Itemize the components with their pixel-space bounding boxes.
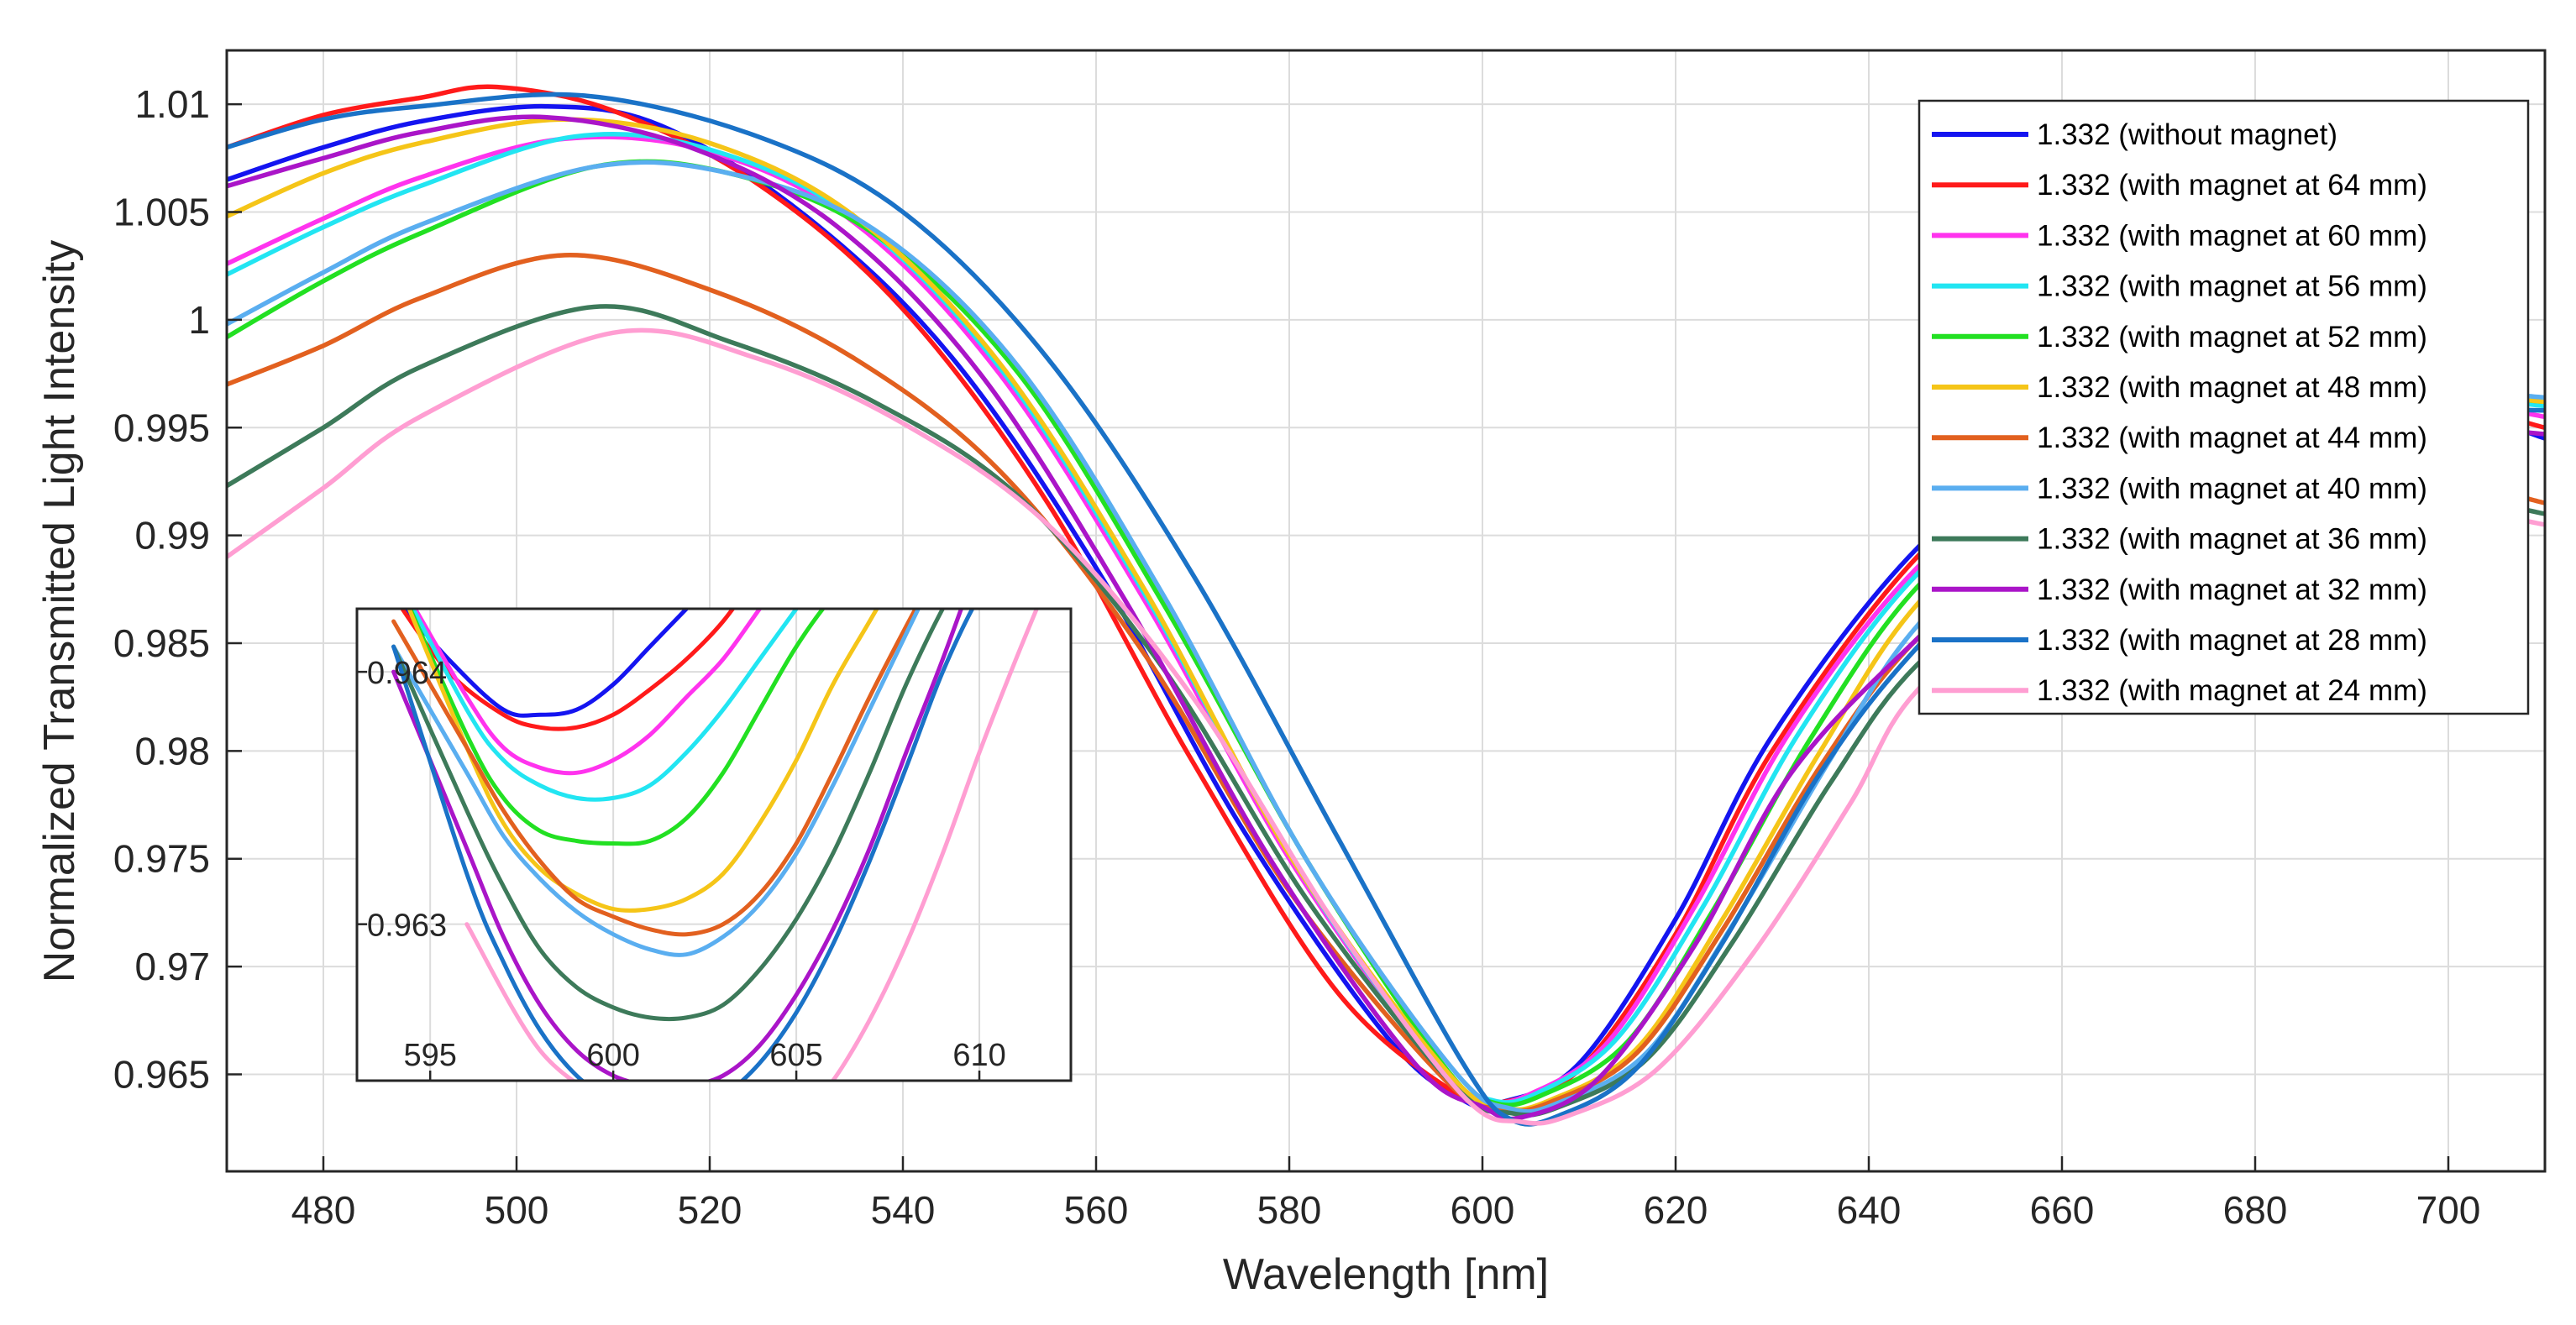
main-xtick-label-640: 640 <box>1837 1188 1902 1232</box>
legend-label-9: 1.332 (with magnet at 32 mm) <box>2037 573 2427 606</box>
inset-series-line-7 <box>391 609 921 957</box>
main-xtick-label-580: 580 <box>1257 1188 1322 1232</box>
inset-x-ticks: 595 600 605 610 <box>403 1038 1006 1081</box>
inset-frame <box>355 607 1073 1082</box>
legend-label-7: 1.332 (with magnet at 40 mm) <box>2037 472 2427 505</box>
main-xtick-label-620: 620 <box>1644 1188 1708 1232</box>
inset-series-line-2 <box>412 609 763 776</box>
main-xtick-label-480: 480 <box>291 1188 356 1232</box>
inset-xtick-label-605: 605 <box>769 1038 822 1073</box>
inset-series-line-10 <box>391 609 975 1081</box>
main-ytick-label-1.005: 1.005 <box>113 191 210 234</box>
legend-label-8: 1.332 (with magnet at 36 mm) <box>2037 523 2427 556</box>
inset-series-line-0 <box>401 609 690 718</box>
inset-ytick-label-0.963: 0.963 <box>367 909 447 944</box>
inset-series-line-6 <box>391 609 918 937</box>
legend-label-11: 1.332 (with magnet at 24 mm) <box>2037 674 2427 707</box>
main-xtick-label-500: 500 <box>485 1188 549 1232</box>
y-axis-label: Normalized Transmitted Light Intensity <box>35 240 84 982</box>
main-xtick-label-680: 680 <box>2223 1188 2288 1232</box>
inset-xtick-label-610: 610 <box>952 1038 1005 1073</box>
main-ytick-label-1: 1 <box>188 298 210 342</box>
inset-xtick-label-595: 595 <box>403 1038 456 1073</box>
main-ytick-label-0.985: 0.985 <box>113 621 210 665</box>
main-ytick-label-1.01: 1.01 <box>134 82 210 126</box>
main-x-ticks: 480 500 520 540 560 580 600 620 640 660 680 700 <box>291 1156 2481 1232</box>
inset-series-line-11 <box>464 609 1040 1081</box>
legend-label-5: 1.332 (with magnet at 48 mm) <box>2037 371 2427 404</box>
inset-ytick-label-0.964: 0.964 <box>367 656 447 691</box>
main-ytick-label-0.995: 0.995 <box>113 406 210 449</box>
main-y-ticks: 0.965 0.97 0.975 0.98 0.985 0.99 0.995 1 1.005 1.… <box>113 82 242 1096</box>
legend-label-6: 1.332 (with magnet at 44 mm) <box>2037 422 2427 454</box>
main-ytick-label-0.98: 0.98 <box>134 729 210 772</box>
legend-box <box>1918 99 2530 715</box>
legend: 1.332 (without magnet) 1.332 (with magnet… <box>1918 99 2530 715</box>
main-xtick-label-560: 560 <box>1064 1188 1129 1232</box>
inset-y-ticks: 0.963 0.964 <box>357 656 447 944</box>
main-ytick-label-0.97: 0.97 <box>134 945 210 988</box>
main-xtick-label-600: 600 <box>1451 1188 1515 1232</box>
legend-label-0: 1.332 (without magnet) <box>2037 118 2337 151</box>
inset-series-line-8 <box>391 609 946 1022</box>
legend-label-3: 1.332 (with magnet at 56 mm) <box>2037 270 2427 303</box>
inset-series-line-3 <box>411 609 800 802</box>
main-xtick-label-520: 520 <box>678 1188 742 1232</box>
inset-series-line-5 <box>407 609 879 913</box>
main-xtick-label-540: 540 <box>871 1188 936 1232</box>
inset-zoom-plot: 595 600 605 610 0.963 0.964 <box>355 607 1073 1082</box>
legend-items: 1.332 (without magnet) 1.332 (with magnet… <box>1932 118 2427 707</box>
main-ytick-label-0.99: 0.99 <box>134 514 210 558</box>
legend-label-10: 1.332 (with magnet at 28 mm) <box>2037 624 2427 657</box>
inset-xtick-label-600: 600 <box>586 1038 639 1073</box>
legend-label-1: 1.332 (with magnet at 64 mm) <box>2037 169 2427 202</box>
inset-series-line-4 <box>407 609 826 846</box>
main-ytick-label-0.975: 0.975 <box>113 837 210 881</box>
main-plot-frame <box>225 49 2547 1173</box>
legend-label-4: 1.332 (with magnet at 52 mm) <box>2037 321 2427 354</box>
x-axis-label: Wavelength [nm] <box>1223 1250 1549 1299</box>
main-xtick-label-660: 660 <box>2030 1188 2095 1232</box>
legend-label-2: 1.332 (with magnet at 60 mm) <box>2037 219 2427 252</box>
main-ytick-label-0.965: 0.965 <box>113 1052 210 1096</box>
main-xtick-label-700: 700 <box>2416 1188 2481 1232</box>
